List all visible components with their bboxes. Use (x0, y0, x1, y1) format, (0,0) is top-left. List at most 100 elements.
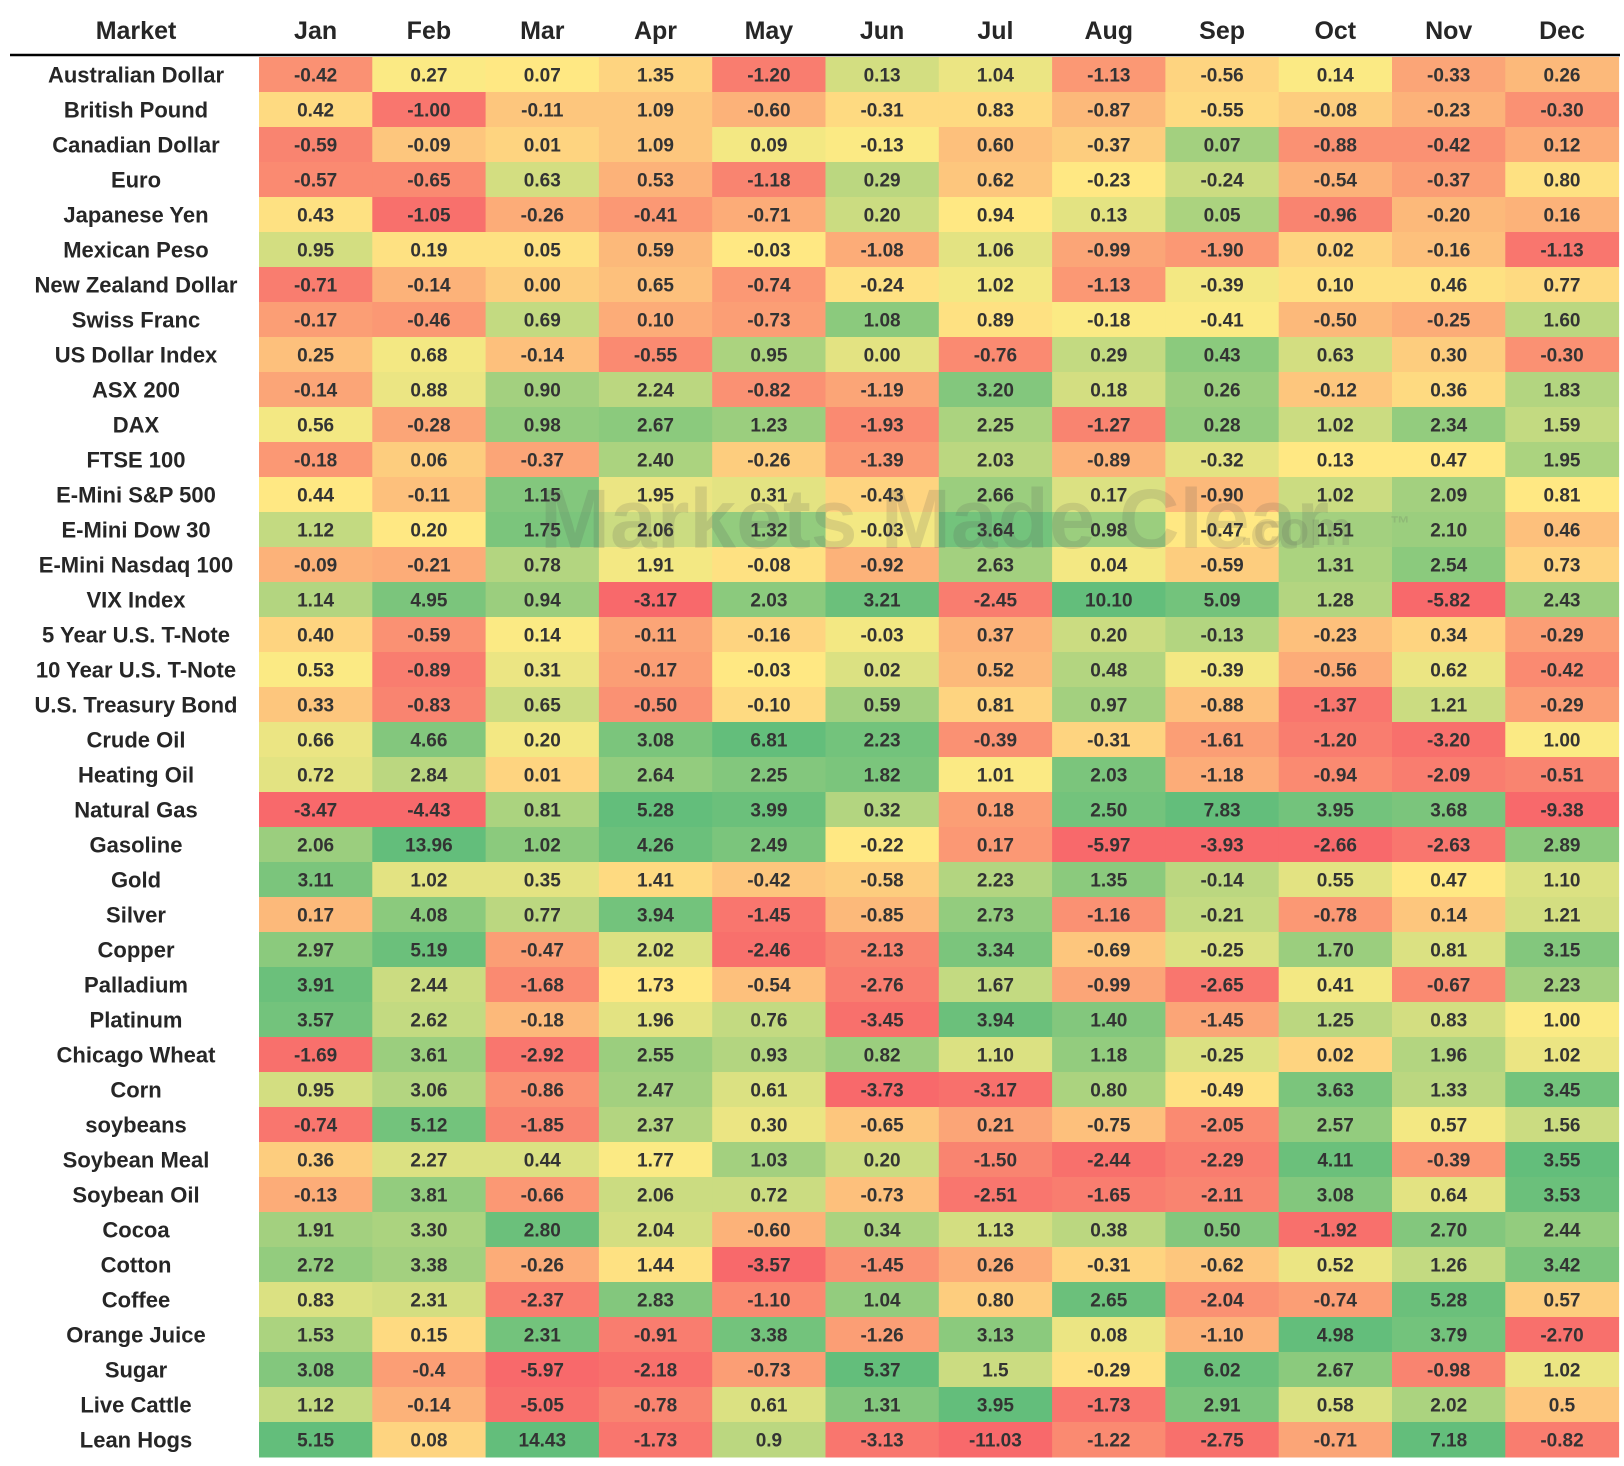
heatmap-cell (1505, 302, 1620, 338)
cell-value: 0.63 (524, 171, 561, 192)
cell-value: -0.83 (407, 696, 450, 717)
cell-value: 0.59 (637, 241, 674, 262)
heatmap-cell (1052, 722, 1166, 758)
heatmap-cell (1278, 127, 1393, 163)
heatmap-cell (485, 337, 600, 373)
heatmap-cell (1505, 582, 1620, 618)
heatmap-cell (598, 792, 713, 828)
cell-value: 1.09 (637, 101, 674, 122)
cell-value: 1.70 (1317, 941, 1354, 962)
heatmap-cell (1278, 337, 1393, 373)
heatmap-cell (485, 267, 600, 303)
cell-value: 0.64 (1430, 1186, 1467, 1207)
market-label-coffee: Coffee (102, 1288, 170, 1313)
heatmap-cell (1505, 92, 1620, 128)
heatmap-cell (1505, 617, 1620, 653)
market-label-crude-oil: Crude Oil (86, 728, 185, 753)
cell-value: -0.14 (407, 1396, 451, 1417)
cell-value: -0.37 (521, 451, 564, 472)
heatmap-cell (1278, 267, 1393, 303)
cell-value: 3.38 (750, 1326, 787, 1347)
cell-value: -1.92 (1314, 1221, 1357, 1242)
cell-value: 2.63 (977, 556, 1014, 577)
heatmap-cell (485, 1037, 600, 1073)
heatmap-cell (1052, 757, 1166, 793)
cell-value: 4.11 (1317, 1151, 1353, 1172)
cell-value: -0.74 (294, 1116, 338, 1137)
cell-value: -0.75 (1087, 1116, 1131, 1137)
heatmap-cell (598, 1352, 713, 1388)
heatmap-cell (485, 617, 600, 653)
heatmap-cell (372, 792, 487, 828)
heatmap-cell (1052, 477, 1166, 513)
heatmap-cell (938, 862, 1053, 898)
cell-value: 0.42 (297, 101, 334, 122)
heatmap-cell (712, 932, 826, 968)
heatmap-cell (259, 302, 373, 338)
heatmap-cell (938, 1422, 1053, 1458)
market-label-soybeans: soybeans (85, 1113, 187, 1138)
cell-value: -0.37 (1427, 171, 1470, 192)
cell-value: 0.80 (977, 1291, 1014, 1312)
heatmap-cell (1052, 57, 1166, 93)
heatmap-cell (259, 967, 373, 1003)
heatmap-cell (1505, 687, 1620, 723)
cell-value: -0.71 (747, 206, 791, 227)
cell-value: 4.95 (410, 591, 447, 612)
cell-value: -2.18 (634, 1361, 677, 1382)
heatmap-cell (1505, 407, 1620, 443)
cell-value: 0.13 (864, 66, 901, 87)
cell-value: -0.31 (1087, 731, 1131, 752)
cell-value: -0.13 (294, 1186, 337, 1207)
cell-value: 0.31 (750, 486, 787, 507)
cell-value: -1.05 (407, 206, 451, 227)
heatmap-cell (1165, 1247, 1280, 1283)
cell-value: 0.05 (524, 241, 561, 262)
cell-value: -2.44 (1087, 1151, 1131, 1172)
cell-value: 1.12 (297, 521, 334, 542)
cell-value: -1.20 (747, 66, 790, 87)
heatmap-cell (485, 652, 600, 688)
heatmap-cell (372, 617, 487, 653)
cell-value: -0.46 (407, 311, 450, 332)
heatmap-cell (1052, 967, 1166, 1003)
heatmap-cell (712, 1352, 826, 1388)
heatmap-cell (1052, 337, 1166, 373)
heatmap-cell (1165, 1282, 1280, 1318)
heatmap-cell (1278, 827, 1393, 863)
heatmap-cell (372, 1247, 487, 1283)
cell-value: 2.03 (1090, 766, 1127, 787)
heatmap-cell (1392, 127, 1506, 163)
cell-value: 5.09 (1204, 591, 1241, 612)
column-header-feb: Feb (407, 17, 451, 45)
cell-value: 0.20 (524, 731, 561, 752)
cell-value: 0.20 (864, 206, 901, 227)
heatmap-cell (1165, 967, 1280, 1003)
market-label-cotton: Cotton (101, 1253, 172, 1278)
heatmap-cell (938, 127, 1053, 163)
cell-value: 2.62 (410, 1011, 447, 1032)
heatmap-cell (1278, 372, 1393, 408)
heatmap-cell (598, 862, 713, 898)
market-label-chicago-wheat: Chicago Wheat (57, 1043, 217, 1068)
heatmap-cell (938, 57, 1053, 93)
heatmap-cell (1052, 1037, 1166, 1073)
heatmap-cell (938, 967, 1053, 1003)
cell-value: -0.11 (521, 101, 564, 122)
cell-value: -0.13 (860, 136, 903, 157)
heatmap-cell (259, 617, 373, 653)
heatmap-cell (712, 897, 826, 933)
heatmap-cell (1278, 407, 1393, 443)
heatmap-cell (259, 1422, 373, 1458)
cell-value: 0.98 (524, 416, 561, 437)
heatmap-cell (259, 687, 373, 723)
heatmap-cell (598, 1282, 713, 1318)
heatmap-cell (938, 1107, 1053, 1143)
heatmap-cell (1165, 337, 1280, 373)
cell-value: 0.28 (1204, 416, 1241, 437)
cell-value: -1.73 (634, 1431, 677, 1452)
heatmap-cell (485, 1282, 600, 1318)
heatmap-cell (1278, 897, 1393, 933)
cell-value: -0.56 (1314, 661, 1357, 682)
heatmap-cell (825, 372, 940, 408)
